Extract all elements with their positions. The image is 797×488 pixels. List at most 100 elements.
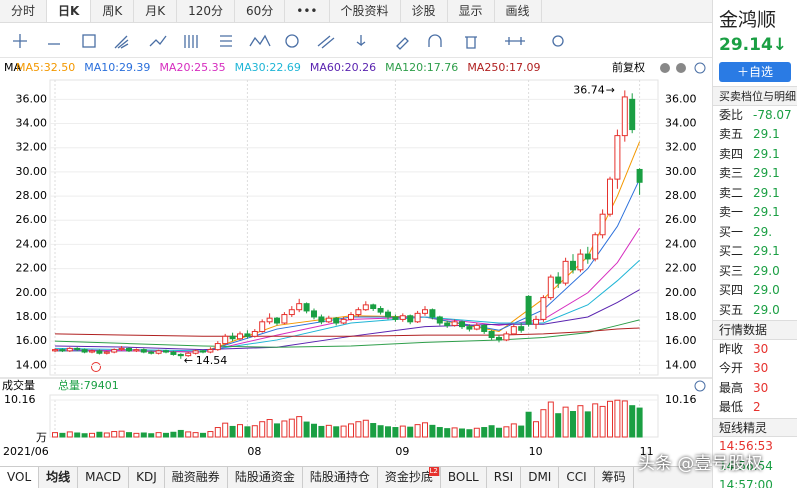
- candle-body: [525, 295, 532, 325]
- time: 14:57:00: [719, 478, 773, 488]
- indicator-tab[interactable]: BOLL: [441, 467, 487, 488]
- event-marker[interactable]: [91, 362, 101, 372]
- y-tick-label: 18.00: [16, 310, 48, 323]
- candle-body: [200, 350, 206, 353]
- legend-entry: MA10:29.39: [84, 61, 150, 74]
- legend-entry: MA30:22.69: [235, 61, 301, 74]
- candle-body: [288, 309, 295, 316]
- tab[interactable]: 显示: [448, 0, 495, 22]
- volume-bar: [311, 423, 317, 438]
- candle-body: [340, 318, 347, 324]
- candle-body: [399, 315, 406, 320]
- candle-body: [244, 333, 251, 337]
- row: 卖二 29.1: [713, 184, 797, 204]
- candle-body: [170, 351, 177, 355]
- candle-body: [348, 314, 354, 320]
- y-tick-label: 14.00: [665, 358, 697, 371]
- candle-body: [52, 349, 58, 352]
- y-tick-label: 28.00: [16, 189, 48, 202]
- indicator-tab[interactable]: 陆股通资金: [228, 467, 303, 488]
- volume-bar: [481, 427, 488, 438]
- tab[interactable]: 画线: [495, 0, 542, 22]
- candle-body: [281, 314, 288, 324]
- restore-button[interactable]: 前复权: [612, 60, 645, 74]
- indicator-tab[interactable]: MACD: [78, 467, 130, 488]
- value: 29.1: [753, 127, 780, 141]
- candle-body: [126, 347, 132, 352]
- y-tick-label: 28.00: [665, 189, 697, 202]
- tab[interactable]: 分时: [0, 0, 48, 22]
- candle-body: [555, 276, 562, 284]
- candle-body: [429, 309, 436, 318]
- candle-body: [473, 324, 480, 330]
- volume-bar: [547, 401, 554, 438]
- volume-bar: [422, 422, 428, 438]
- indicator-tab[interactable]: KDJ: [129, 467, 165, 488]
- volume-bar: [237, 424, 243, 438]
- candle-body: [333, 317, 340, 324]
- row: 昨收 30: [713, 340, 797, 360]
- candle-body: [355, 309, 362, 316]
- indicator-tab[interactable]: RSI: [487, 467, 522, 488]
- volume-bar: [140, 432, 147, 438]
- volume-bar: [525, 411, 532, 438]
- volume-bar: [288, 418, 295, 438]
- minimize-icon[interactable]: [660, 63, 670, 73]
- unit-label: 万: [36, 431, 47, 444]
- candle-body: [540, 297, 547, 320]
- candle-body: [518, 326, 525, 331]
- candle-body: [407, 315, 414, 323]
- add-watchlist-button[interactable]: ＋自选: [719, 62, 791, 82]
- settings-icon[interactable]: [694, 62, 706, 74]
- y-tick-label: 22.00: [665, 262, 697, 275]
- candle-body: [118, 347, 125, 351]
- indicator-tab[interactable]: 均线: [39, 467, 79, 488]
- volume-bar: [251, 425, 258, 438]
- order-book: 卖五 29.1 卖四 29.1 卖三 29.1 卖二 29.1 卖一 29.1 买一 29. 买二 29.…: [713, 125, 797, 320]
- volume-bar: [303, 421, 310, 438]
- tab[interactable]: 周K: [91, 0, 135, 22]
- label: 卖二: [719, 185, 744, 200]
- settings-icon[interactable]: [694, 380, 706, 392]
- indicator-tab[interactable]: 融资融券: [165, 467, 228, 488]
- tab[interactable]: 60分: [235, 0, 286, 22]
- tab[interactable]: 月K: [134, 0, 178, 22]
- close-icon[interactable]: [676, 63, 686, 73]
- candle-body: [629, 98, 636, 131]
- tab[interactable]: 个股资料: [330, 0, 401, 22]
- candle-body: [496, 337, 502, 341]
- tab[interactable]: 诊股: [401, 0, 448, 22]
- tab[interactable]: •••: [285, 0, 330, 22]
- volume-bar: [629, 405, 636, 438]
- candle-body: [111, 349, 118, 353]
- period-tabs: 分时 日K 周K 月K 120分 60分 ••• 个股资料 诊股 显示 画线: [0, 0, 712, 23]
- volume-bar: [429, 424, 436, 438]
- indicator-tab[interactable]: 陆股通持仓: [303, 467, 378, 488]
- y-tick-label: 34.00: [16, 117, 48, 130]
- value: 29.1: [753, 146, 780, 161]
- stock-price: 29.14↓: [719, 35, 788, 55]
- row: 卖五 29.1: [713, 125, 797, 145]
- volume-bar: [274, 423, 280, 438]
- indicator-tab[interactable]: VOL: [0, 467, 40, 488]
- tab[interactable]: 日K: [47, 0, 92, 22]
- legend-entry: MA20:25.35: [159, 61, 225, 74]
- y-tick-label: 30.00: [665, 165, 697, 178]
- volume-bar: [266, 419, 273, 438]
- tab[interactable]: 120分: [177, 0, 235, 22]
- volume-bar: [503, 426, 510, 438]
- y-tick-label: 14.00: [16, 358, 48, 371]
- volume-bar: [414, 424, 421, 438]
- indicator-tab[interactable]: DMI: [521, 467, 560, 488]
- indicator-tab[interactable]: CCI: [559, 467, 595, 488]
- x-tick-label: 08: [247, 445, 261, 458]
- candle-body: [318, 316, 325, 323]
- candle-body: [325, 317, 332, 323]
- candle-body: [266, 317, 273, 323]
- toolbar-icons: [13, 34, 564, 50]
- indicator-tab[interactable]: 筹码: [595, 467, 634, 488]
- candle-body: [503, 333, 510, 341]
- indicator-tab[interactable]: 资金抄底 L2: [378, 467, 441, 488]
- time: 14:56:54: [719, 458, 773, 473]
